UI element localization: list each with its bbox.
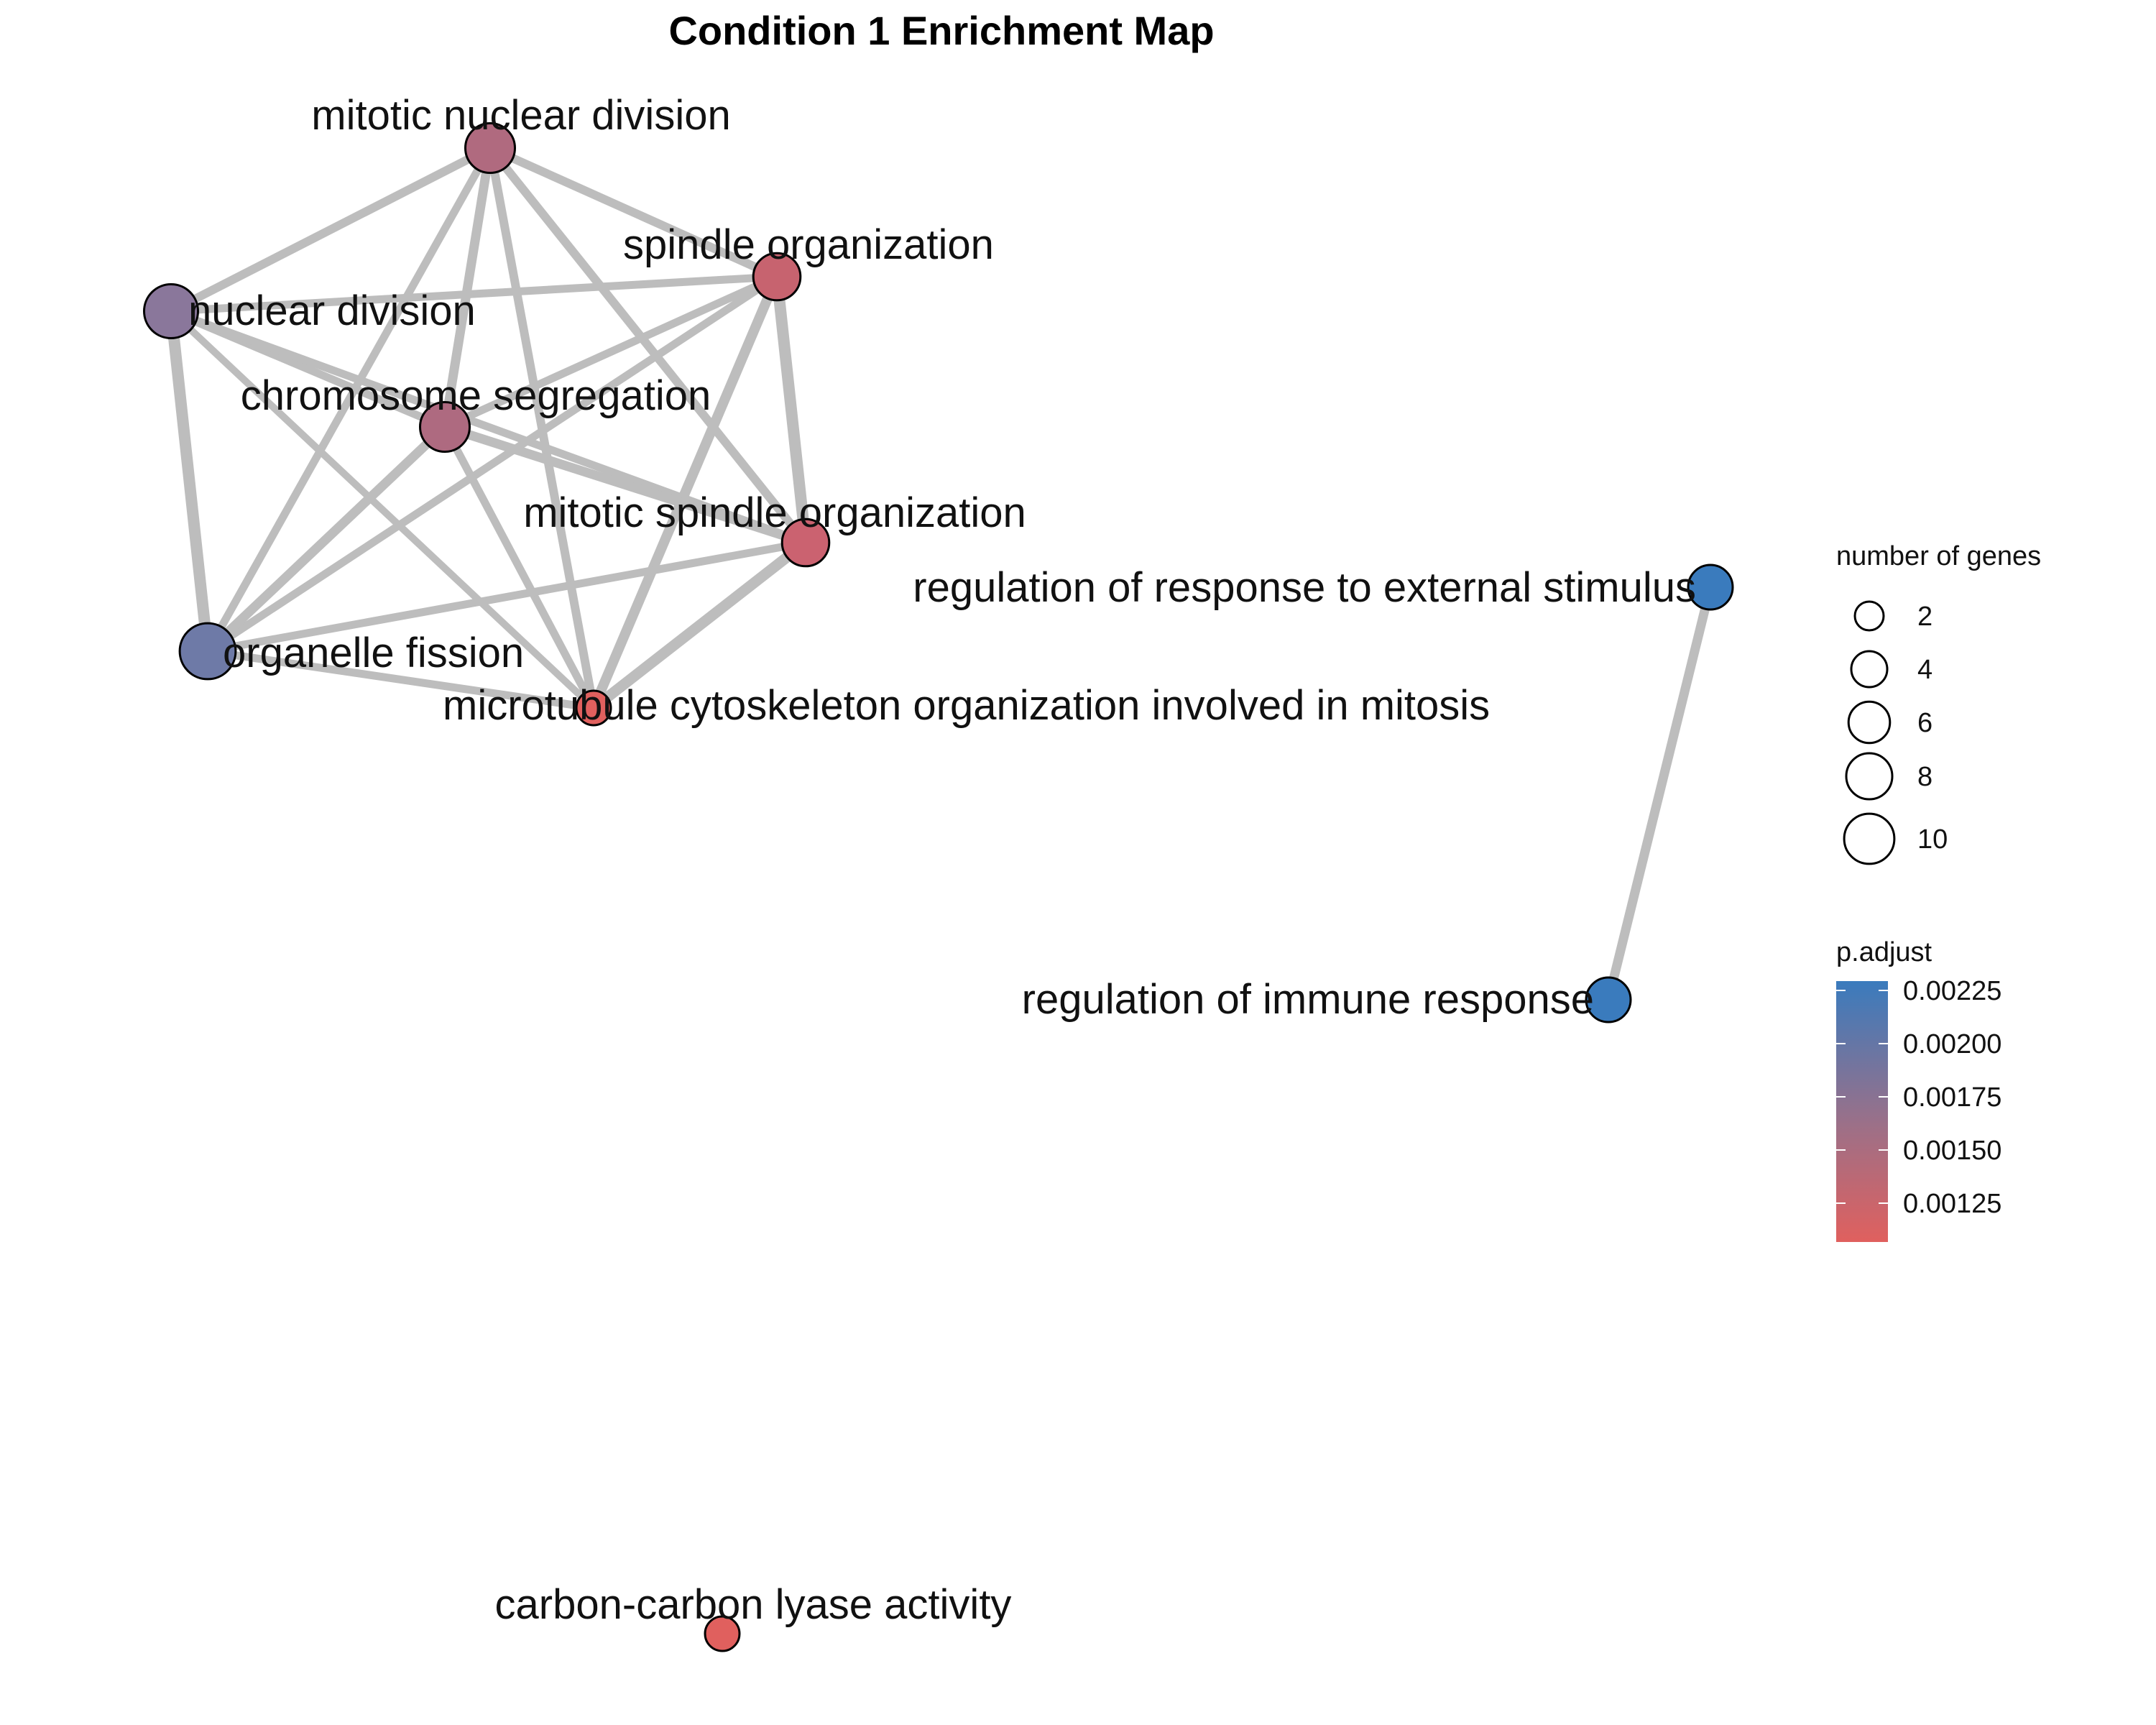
node-label-mso: mitotic spindle organization xyxy=(523,489,1026,536)
node-mso[interactable] xyxy=(780,518,831,568)
edge-rres-rir xyxy=(1603,586,1715,1001)
edge-cs-mcomi xyxy=(441,425,597,710)
edge-mnd-so xyxy=(488,144,779,281)
node-mnd[interactable] xyxy=(464,122,516,174)
edge-nd-mcomi xyxy=(168,308,596,711)
label-layer: mitotic nuclear division spindle organiza… xyxy=(188,92,1696,1628)
color-legend-label: 0.00200 xyxy=(1903,1029,2001,1059)
edge-of-mcomi xyxy=(207,647,594,712)
edge-mso-mcomi xyxy=(590,538,809,712)
edge-mnd-mso xyxy=(487,145,809,546)
color-legend-bar xyxy=(1836,981,1888,1242)
size-legend-circle-8 xyxy=(1845,752,1894,801)
node-label-rir: regulation of immune response xyxy=(1022,976,1594,1023)
color-legend-label: 0.00225 xyxy=(1903,976,2001,1006)
node-rres[interactable] xyxy=(1687,564,1734,611)
size-legend-label: 8 xyxy=(1917,762,1932,792)
size-legend-circle-10 xyxy=(1843,812,1896,865)
node-rir[interactable] xyxy=(1585,976,1632,1024)
edge-cs-mso xyxy=(443,422,807,548)
edge-layer xyxy=(165,144,1715,1001)
edge-so-mso xyxy=(771,276,811,543)
edge-mnd-of xyxy=(204,146,494,653)
node-mcomi[interactable] xyxy=(575,689,612,727)
node-nd[interactable] xyxy=(143,283,199,339)
edge-so-cs xyxy=(443,272,779,431)
size-legend-label: 4 xyxy=(1917,655,1932,685)
node-label-mcomi: microtubule cytoskeleton organization in… xyxy=(443,682,1490,729)
size-legend: number of genes 2 4 6 8 10 xyxy=(1836,541,2041,865)
node-of[interactable] xyxy=(178,622,237,681)
color-legend-label: 0.00125 xyxy=(1903,1189,2001,1219)
size-legend-circle-4 xyxy=(1850,650,1889,689)
node-label-ccla: carbon-carbon lyase activity xyxy=(495,1581,1012,1628)
node-label-so: spindle organization xyxy=(623,221,994,268)
edge-so-mcomi xyxy=(589,275,782,710)
node-label-cs: chromosome segregation xyxy=(241,372,711,419)
size-legend-label: 2 xyxy=(1917,602,1932,632)
edge-so-of xyxy=(205,273,780,655)
color-legend-label: 0.00150 xyxy=(1903,1136,2001,1166)
node-label-mnd: mitotic nuclear division xyxy=(311,92,730,139)
node-label-nd: nuclear division xyxy=(188,288,476,334)
size-legend-label: 6 xyxy=(1917,708,1932,738)
color-legend-title: p.adjust xyxy=(1836,937,1932,967)
node-label-of: organelle fission xyxy=(223,630,524,676)
size-legend-title: number of genes xyxy=(1836,541,2041,571)
size-legend-label: 10 xyxy=(1917,824,1948,855)
color-legend-label: 0.00175 xyxy=(1903,1082,2001,1113)
edge-nd-of xyxy=(165,310,213,652)
chart-title: Condition 1 Enrichment Map xyxy=(668,8,1214,53)
node-label-rres: regulation of response to external stimu… xyxy=(913,564,1696,611)
node-layer xyxy=(143,122,1734,1652)
size-legend-circle-2 xyxy=(1853,600,1885,632)
node-ccla[interactable] xyxy=(704,1615,741,1652)
color-legend: p.adjust 0.00225 0.00200 0.00175 0.00150 0.0… xyxy=(1836,937,2001,1242)
edge-nd-so xyxy=(170,272,778,316)
edge-mso-of xyxy=(207,538,806,656)
edge-mnd-cs xyxy=(440,147,495,428)
edge-mnd-nd xyxy=(169,144,492,316)
node-so[interactable] xyxy=(752,252,802,302)
edge-cs-of xyxy=(204,423,448,655)
node-cs[interactable] xyxy=(419,401,471,453)
size-legend-circle-6 xyxy=(1847,700,1892,745)
